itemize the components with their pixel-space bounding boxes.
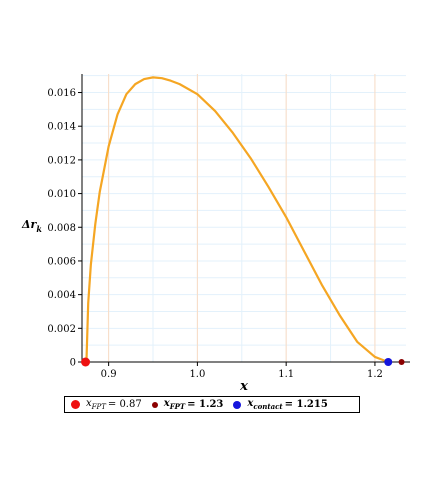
- y-tick-label: 0.002: [47, 324, 76, 335]
- y-tick-label: 0.006: [47, 256, 76, 267]
- tick-labels: 0.9 1.0 1.1 1.2 0 0.002 0.004 0.006 0.008 0.010 0.…: [47, 88, 383, 380]
- data-point-2: [384, 358, 393, 366]
- x-tick-label: 0.9: [101, 369, 117, 380]
- y-tick-label: 0.010: [47, 189, 76, 200]
- legend-marker-red: [71, 400, 80, 409]
- data-point-0: [81, 357, 91, 367]
- marker-points: [81, 357, 405, 367]
- legend-item-0: xFPT = 0.87: [71, 398, 142, 411]
- x-tick-label: 1.1: [278, 369, 294, 380]
- y-axis-label: Δrk: [21, 218, 42, 234]
- y-tick-label: 0: [70, 358, 76, 369]
- y-tick-label: 0.004: [47, 290, 76, 301]
- legend: xFPT = 0.87 xFPT = 1.23 xcontact = 1.215: [64, 396, 360, 413]
- y-tick-label: 0.014: [47, 122, 76, 133]
- x-tick-label: 1.0: [189, 369, 205, 380]
- series-line-path: [85, 76, 389, 364]
- legend-value-0: = 0.87: [107, 399, 142, 410]
- legend-label-0: xFPT: [86, 398, 106, 411]
- series-line: [85, 76, 389, 364]
- axes: [78, 74, 410, 366]
- y-tick-label: 0.016: [47, 88, 76, 99]
- y-tick-label: 0.008: [47, 223, 76, 234]
- data-point-1: [398, 359, 405, 365]
- x-axis-label: x: [239, 379, 248, 394]
- legend-label-2: xcontact: [247, 398, 283, 411]
- grid: [82, 74, 406, 362]
- x-tick-label: 1.2: [367, 369, 383, 380]
- legend-label-1: xFPT: [163, 398, 186, 411]
- legend-value-1: = 1.23: [187, 399, 224, 410]
- y-tick-label: 0.012: [47, 155, 76, 166]
- legend-value-2: = 1.215: [284, 399, 328, 410]
- legend-item-1: xFPT = 1.23: [151, 398, 224, 411]
- legend-item-2: xcontact = 1.215: [233, 398, 328, 411]
- legend-marker-blue: [233, 400, 242, 409]
- y-axis-label-sub: k: [36, 224, 42, 234]
- legend-marker-darkred: [151, 401, 158, 408]
- y-axis-label-main: Δr: [21, 218, 38, 231]
